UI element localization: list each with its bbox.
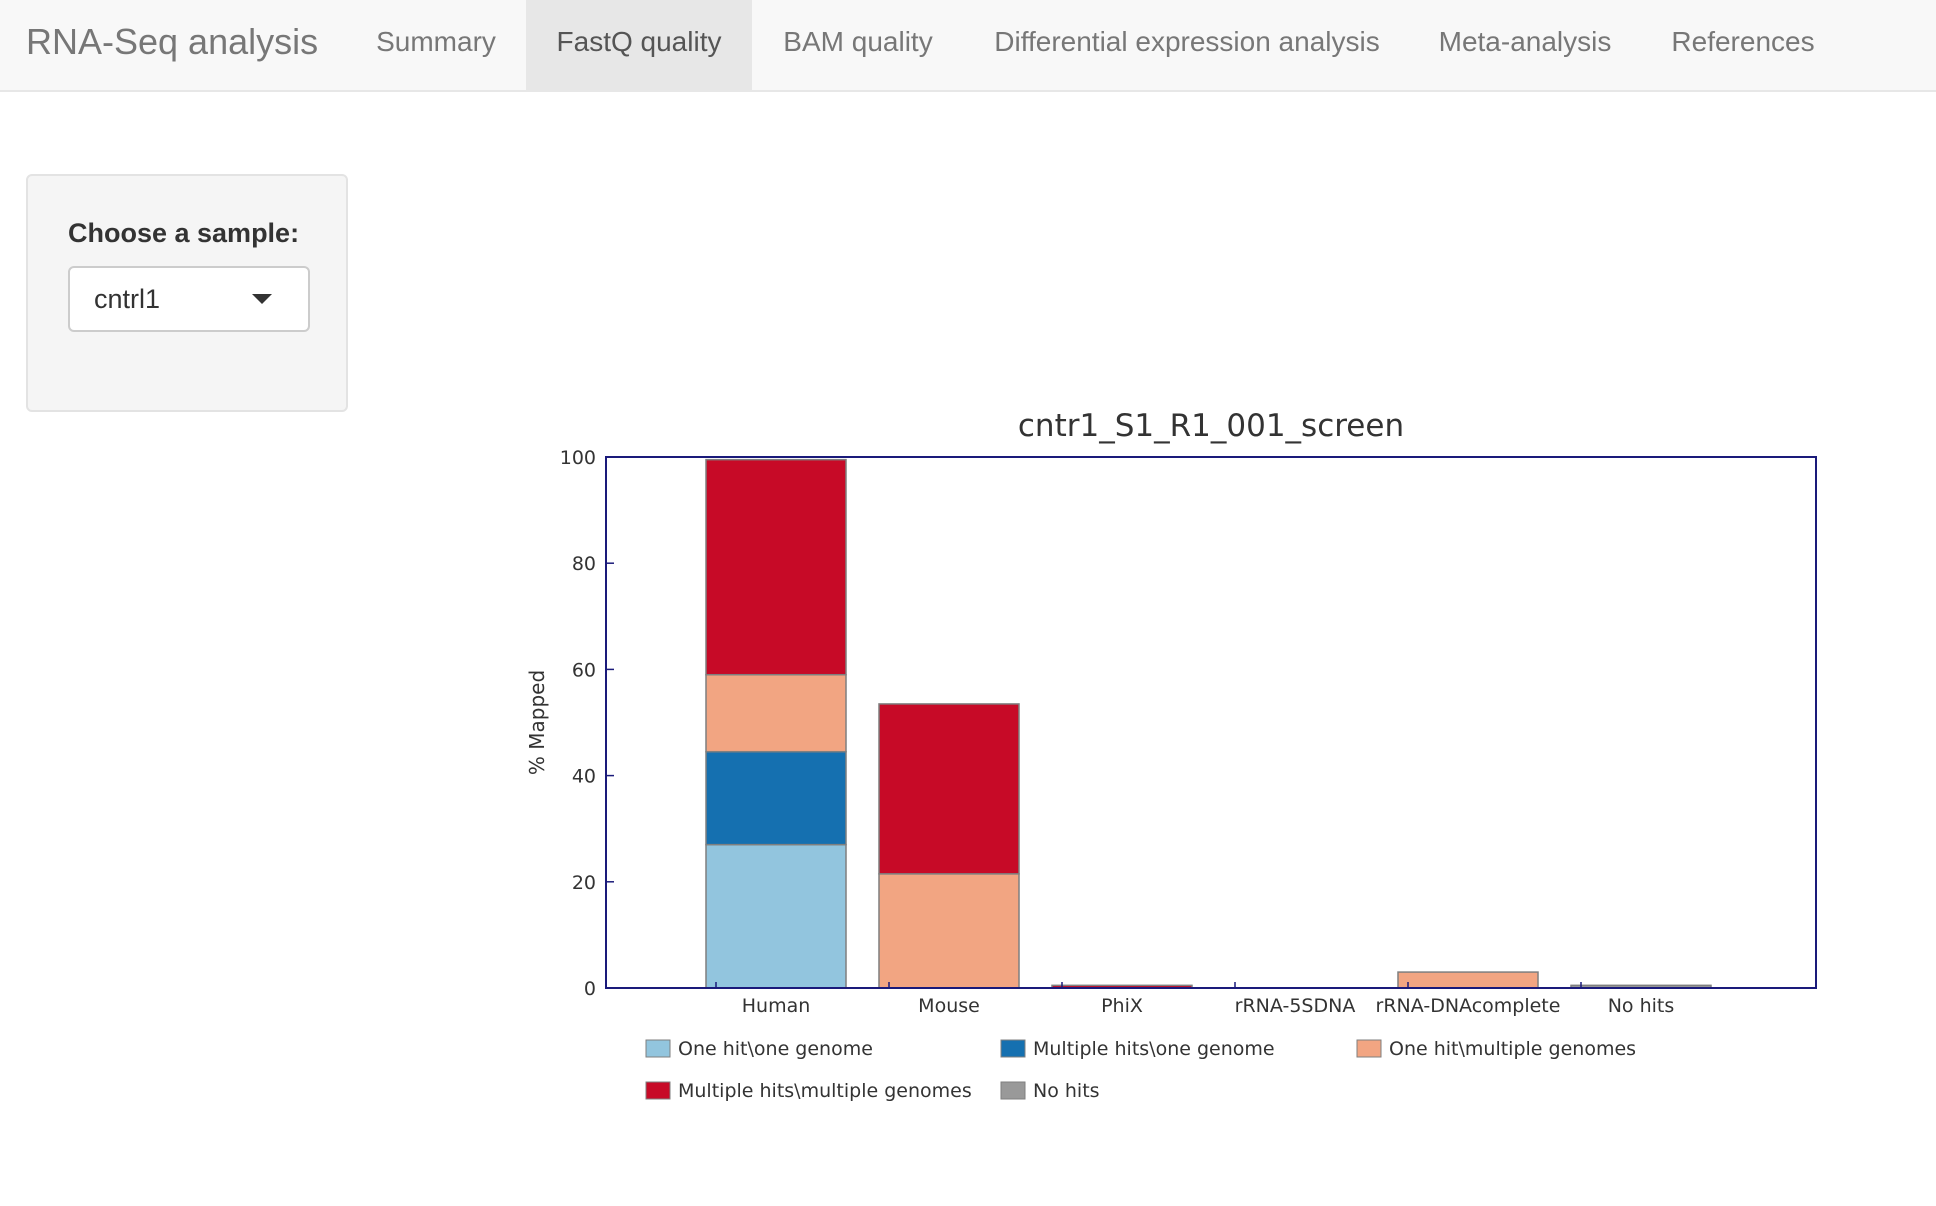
bar-segment: [705, 750, 847, 846]
legend-swatch: [645, 1039, 671, 1058]
x-tick-label: Mouse: [918, 995, 980, 1017]
legend-swatch: [1356, 1039, 1382, 1058]
sample-select-value: cntrl1: [94, 284, 161, 314]
y-axis-label: % Mapped: [525, 670, 549, 775]
tab-fastq-quality[interactable]: FastQ quality: [526, 0, 752, 90]
bar-segment: [705, 458, 847, 676]
bar-segment: [878, 873, 1020, 989]
legend-label: No hits: [1033, 1080, 1100, 1102]
navbar: RNA-Seq analysis Summary FastQ quality B…: [0, 0, 1936, 92]
legend-swatch: [645, 1081, 671, 1100]
sample-select[interactable]: cntrl1: [68, 266, 310, 332]
sample-sidebar-panel: Choose a sample: cntrl1: [26, 174, 348, 412]
legend-label: Multiple hits\one genome: [1033, 1038, 1275, 1060]
y-tick-label: 20: [572, 872, 596, 894]
mapping-chart: cntr1_S1_R1_001_screen % Mapped 0 20 40 60 80 1…: [525, 408, 1817, 1102]
chart-title: cntr1_S1_R1_001_screen: [1018, 408, 1404, 444]
tab-summary[interactable]: Summary: [376, 26, 496, 57]
legend-label: One hit\multiple genomes: [1389, 1038, 1636, 1060]
x-tick-label: rRNA-DNAcomplete: [1376, 995, 1561, 1017]
y-tick-label: 100: [560, 447, 596, 469]
legend-label: One hit\one genome: [678, 1038, 873, 1060]
x-tick-label: No hits: [1608, 995, 1675, 1017]
bar-segment: [705, 843, 847, 989]
legend-label: Multiple hits\multiple genomes: [678, 1080, 972, 1102]
sample-select-label: Choose a sample:: [68, 218, 300, 248]
x-tick-label: rRNA-5SDNA: [1235, 995, 1356, 1017]
x-tick-label: PhiX: [1101, 995, 1143, 1017]
caret-down-icon[interactable]: [252, 294, 272, 304]
bar-segment: [705, 673, 847, 753]
tab-meta-analysis[interactable]: Meta-analysis: [1438, 26, 1612, 57]
bar-segment: [878, 703, 1020, 875]
app-brand[interactable]: RNA-Seq analysis: [26, 21, 319, 62]
legend-swatch: [1000, 1039, 1026, 1058]
plot-frame: [605, 456, 1817, 989]
y-tick-label: 0: [584, 978, 596, 1000]
bar-segment: [1397, 971, 1539, 989]
y-tick-label: 80: [572, 553, 596, 575]
y-tick-label: 40: [572, 766, 596, 788]
x-tick-label: Human: [742, 995, 811, 1017]
tab-differential-expression[interactable]: Differential expression analysis: [994, 26, 1380, 57]
legend-swatch: [1000, 1081, 1026, 1100]
y-tick-label: 60: [572, 659, 596, 681]
tab-bam-quality[interactable]: BAM quality: [783, 26, 933, 57]
tab-references[interactable]: References: [1671, 26, 1815, 57]
